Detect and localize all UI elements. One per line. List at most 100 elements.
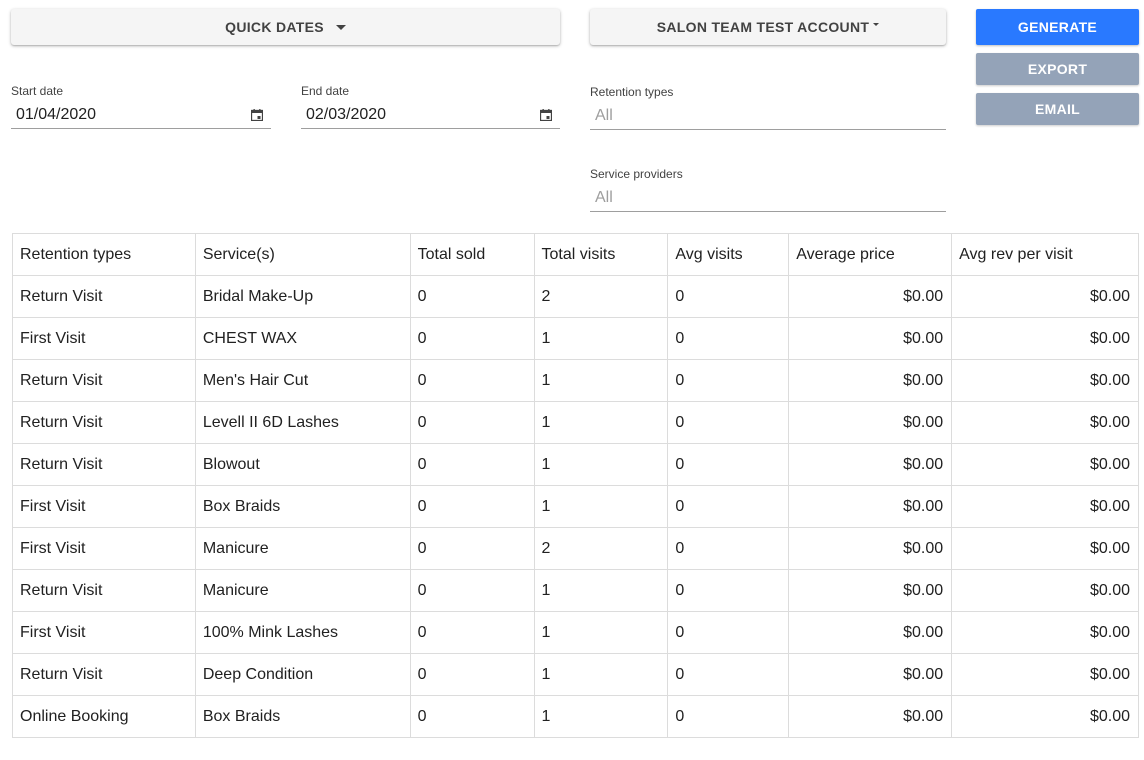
- account-select-button[interactable]: SALON TEAM TEST ACCOUNT: [590, 9, 946, 45]
- end-date-value: 02/03/2020: [306, 106, 387, 123]
- table-cell: Return Visit: [12, 569, 196, 612]
- table-cell: 0: [409, 443, 535, 486]
- table-row: Return Visit Bridal Make-Up 0 2 0 $0.00 $0.00: [12, 275, 1139, 318]
- end-date-field: End date 02/03/2020: [301, 84, 560, 129]
- table-row: First Visit Box Braids 0 1 0 $0.00 $0.00: [12, 485, 1139, 528]
- table-cell: $0.00: [951, 485, 1139, 528]
- table-cell: 0: [409, 359, 535, 402]
- table-cell: Bridal Make-Up: [194, 275, 411, 318]
- retention-types-field: Retention types All: [590, 85, 946, 130]
- column-header[interactable]: Total sold: [409, 233, 535, 276]
- table-cell: 0: [409, 695, 535, 738]
- table-row: First Visit 100% Mink Lashes 0 1 0 $0.00 $0.00: [12, 611, 1139, 654]
- table-cell: 0: [667, 359, 790, 402]
- chevron-down-icon: [873, 22, 880, 26]
- chevron-down-icon: [335, 24, 346, 30]
- column-header[interactable]: Avg visits: [667, 233, 790, 276]
- table-cell: $0.00: [951, 653, 1139, 696]
- table-cell: 0: [409, 611, 535, 654]
- table-cell: 0: [409, 485, 535, 528]
- table-cell: 0: [409, 401, 535, 444]
- table-cell: 0: [667, 569, 790, 612]
- table-cell: 1: [533, 653, 669, 696]
- column-header[interactable]: Avg rev per visit: [951, 233, 1139, 276]
- table-cell: $0.00: [788, 401, 953, 444]
- export-button[interactable]: EXPORT: [976, 53, 1139, 85]
- start-date-value: 01/04/2020: [16, 106, 97, 123]
- service-providers-field: Service providers All: [590, 167, 946, 212]
- table-cell: $0.00: [788, 527, 953, 570]
- end-date-input[interactable]: 02/03/2020: [301, 102, 560, 129]
- column-header[interactable]: Service(s): [194, 233, 411, 276]
- table-cell: Box Braids: [194, 695, 411, 738]
- table-cell: $0.00: [788, 317, 953, 360]
- column-header[interactable]: Average price: [788, 233, 953, 276]
- quick-dates-button[interactable]: QUICK DATES: [11, 9, 560, 45]
- table-cell: 0: [667, 317, 790, 360]
- table-row: Online Booking Box Braids 0 1 0 $0.00 $0.00: [12, 695, 1139, 738]
- quick-dates-label: QUICK DATES: [225, 19, 324, 35]
- table-cell: 0: [409, 317, 535, 360]
- table-cell: $0.00: [788, 485, 953, 528]
- table-cell: $0.00: [951, 527, 1139, 570]
- table-cell: Return Visit: [12, 653, 196, 696]
- table-cell: $0.00: [951, 695, 1139, 738]
- table-cell: $0.00: [951, 401, 1139, 444]
- table-row: Return Visit Blowout 0 1 0 $0.00 $0.00: [12, 443, 1139, 486]
- generate-button[interactable]: GENERATE: [976, 9, 1139, 45]
- table-cell: 0: [667, 485, 790, 528]
- table-cell: 2: [533, 275, 669, 318]
- account-label: SALON TEAM TEST ACCOUNT: [656, 19, 870, 35]
- service-providers-select[interactable]: All: [590, 185, 946, 212]
- table-row: First Visit CHEST WAX 0 1 0 $0.00 $0.00: [12, 317, 1139, 360]
- table-body: Return Visit Bridal Make-Up 0 2 0 $0.00 $0.00 F…: [12, 275, 1139, 738]
- table-cell: 1: [533, 443, 669, 486]
- table-cell: Return Visit: [12, 275, 196, 318]
- table-cell: First Visit: [12, 485, 196, 528]
- calendar-icon[interactable]: [540, 109, 552, 121]
- table-cell: Return Visit: [12, 443, 196, 486]
- column-header[interactable]: Total visits: [533, 233, 669, 276]
- table-cell: $0.00: [788, 611, 953, 654]
- service-providers-label: Service providers: [590, 167, 683, 181]
- table-cell: 1: [533, 695, 669, 738]
- email-button[interactable]: EMAIL: [976, 93, 1139, 125]
- table-cell: First Visit: [12, 317, 196, 360]
- retention-types-select[interactable]: All: [590, 103, 946, 130]
- table-cell: 0: [667, 401, 790, 444]
- table-cell: $0.00: [951, 569, 1139, 612]
- table-cell: Manicure: [194, 527, 411, 570]
- table-cell: $0.00: [788, 569, 953, 612]
- retention-report-table: Retention types Service(s) Total sold To…: [12, 233, 1139, 738]
- table-cell: $0.00: [951, 443, 1139, 486]
- table-row: Return Visit Men's Hair Cut 0 1 0 $0.00 $0.00: [12, 359, 1139, 402]
- start-date-label: Start date: [11, 84, 64, 98]
- table-cell: 1: [533, 317, 669, 360]
- table-header-row: Retention types Service(s) Total sold To…: [12, 233, 1139, 276]
- table-cell: Manicure: [194, 569, 411, 612]
- table-cell: Levell II 6D Lashes: [194, 401, 411, 444]
- table-cell: CHEST WAX: [194, 317, 411, 360]
- table-cell: Box Braids: [194, 485, 411, 528]
- table-cell: Return Visit: [12, 401, 196, 444]
- calendar-icon[interactable]: [251, 109, 263, 121]
- column-header[interactable]: Retention types: [12, 233, 196, 276]
- table-cell: 100% Mink Lashes: [194, 611, 411, 654]
- end-date-label: End date: [301, 84, 350, 98]
- table-row: Return Visit Manicure 0 1 0 $0.00 $0.00: [12, 569, 1139, 612]
- start-date-field: Start date 01/04/2020: [11, 84, 271, 129]
- table-cell: $0.00: [951, 275, 1139, 318]
- start-date-input[interactable]: 01/04/2020: [11, 102, 271, 129]
- table-cell: 0: [667, 653, 790, 696]
- table-cell: Men's Hair Cut: [194, 359, 411, 402]
- table-cell: $0.00: [788, 359, 953, 402]
- table-cell: 2: [533, 527, 669, 570]
- table-cell: $0.00: [951, 611, 1139, 654]
- table-cell: $0.00: [788, 695, 953, 738]
- table-cell: $0.00: [788, 653, 953, 696]
- table-cell: 0: [409, 275, 535, 318]
- table-row: First Visit Manicure 0 2 0 $0.00 $0.00: [12, 527, 1139, 570]
- table-cell: 1: [533, 485, 669, 528]
- table-cell: $0.00: [788, 275, 953, 318]
- table-row: Return Visit Deep Condition 0 1 0 $0.00 $0.00: [12, 653, 1139, 696]
